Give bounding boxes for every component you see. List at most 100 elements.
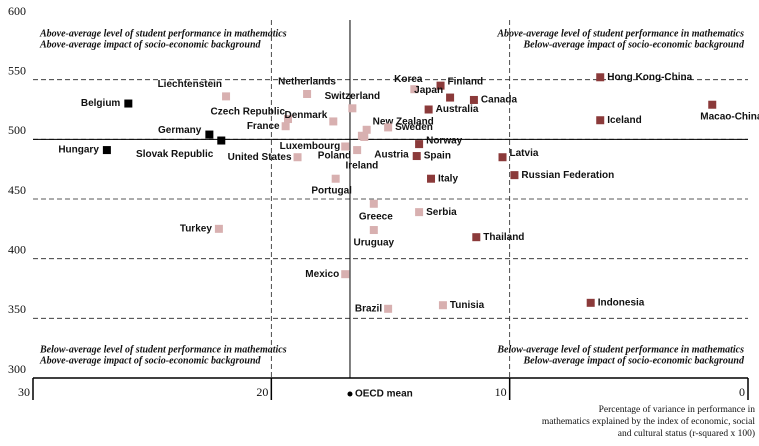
point — [362, 125, 371, 134]
point-label: Canada — [481, 95, 518, 106]
point-label: Tunisia — [450, 300, 485, 311]
point — [596, 116, 605, 125]
point-label: New Zealand — [373, 116, 434, 127]
point-label: Uruguay — [354, 238, 395, 249]
point — [510, 171, 519, 180]
point — [472, 233, 481, 242]
point-label: Turkey — [180, 223, 212, 234]
point-label: Greece — [359, 211, 393, 222]
point — [293, 153, 302, 162]
y-tick-label: 500 — [8, 123, 26, 137]
point — [124, 99, 133, 108]
point-label: Hungary — [58, 145, 99, 156]
point-label: Liechtenstein — [158, 79, 222, 90]
point — [331, 174, 340, 183]
point-label: Norway — [426, 136, 463, 147]
x-tick-label: 0 — [739, 385, 745, 399]
point — [424, 105, 433, 114]
point — [498, 153, 507, 162]
point-label: Austria — [374, 150, 409, 161]
point-label: Korea — [394, 74, 423, 85]
point-label: Japan — [414, 85, 443, 96]
point — [596, 73, 605, 82]
quadrant-note: Below-average impact of socio-economic b… — [522, 355, 745, 366]
x-tick-label: 20 — [256, 385, 268, 399]
point — [446, 93, 455, 102]
quadrant-note: Below-average impact of socio-economic b… — [522, 39, 745, 50]
point-label: Poland — [318, 151, 351, 162]
point — [469, 95, 478, 104]
point — [222, 92, 231, 101]
point — [357, 131, 366, 140]
point-label: Indonesia — [598, 297, 645, 308]
reference-dot — [347, 391, 353, 397]
point — [412, 152, 421, 161]
point — [348, 104, 357, 113]
point-label: Ireland — [346, 160, 379, 171]
quadrant-note: Above-average impact of socio-economic b… — [39, 355, 262, 366]
point — [369, 226, 378, 235]
point — [415, 140, 424, 149]
x-tick-label: 10 — [495, 385, 507, 399]
point-label: Switzerland — [325, 91, 381, 102]
point-label: Macao-China — [700, 111, 759, 122]
quadrant-note: Above-average level of student performan… — [39, 28, 287, 39]
point-label: Portugal — [311, 185, 352, 196]
point — [708, 100, 717, 109]
y-tick-label: 300 — [8, 362, 26, 376]
point — [281, 122, 290, 131]
x-axis-label: mathematics explained by the index of ec… — [542, 416, 756, 427]
point — [384, 123, 393, 132]
point-label: France — [247, 121, 280, 132]
point-label: Hong Kong-China — [607, 72, 692, 83]
y-tick-label: 600 — [8, 4, 26, 18]
point — [415, 208, 424, 217]
y-tick-label: 350 — [8, 302, 26, 316]
quadrant-note: Below-average level of student performan… — [39, 344, 287, 355]
point — [353, 146, 362, 155]
point — [369, 199, 378, 208]
point — [384, 304, 393, 313]
x-tick-label: 30 — [18, 385, 30, 399]
point-label: Luxembourg — [280, 141, 341, 152]
point-label: Australia — [436, 104, 479, 115]
point-label: Slovak Republic — [136, 149, 214, 160]
point-label: Denmark — [284, 110, 327, 121]
point-label: Russian Federation — [521, 170, 614, 181]
point — [427, 174, 436, 183]
point — [214, 224, 223, 233]
point — [341, 270, 350, 279]
point — [341, 142, 350, 151]
point-label: Iceland — [607, 115, 641, 126]
point-label: Italy — [438, 173, 458, 184]
point-label: Belgium — [81, 98, 121, 109]
point-label: Sweden — [395, 122, 433, 133]
quadrant-note: Above-average impact of socio-economic b… — [39, 39, 262, 50]
point — [436, 81, 445, 90]
point — [102, 146, 111, 155]
point — [217, 136, 226, 145]
point — [438, 301, 447, 310]
point-label: Netherlands — [278, 77, 336, 88]
reference-label: OECD mean — [355, 389, 413, 400]
point-label: Serbia — [426, 207, 457, 218]
x-axis-label: Percentage of variance in performance in — [599, 404, 756, 415]
point — [329, 117, 338, 126]
y-tick-label: 450 — [8, 183, 26, 197]
point — [303, 89, 312, 98]
point-label: Thailand — [483, 232, 524, 243]
point-label: Latvia — [510, 148, 539, 159]
y-tick-label: 400 — [8, 242, 26, 256]
quadrant-note: Above-average level of student performan… — [496, 28, 744, 39]
point-label: Mexico — [305, 269, 339, 280]
y-tick-label: 550 — [8, 63, 26, 77]
point-label: Spain — [424, 151, 451, 162]
point-label: Czech Republic — [211, 107, 286, 118]
point-label: United States — [228, 152, 292, 163]
point — [284, 115, 293, 124]
point — [586, 298, 595, 307]
quadrant-note: Below-average level of student performan… — [496, 344, 744, 355]
point-label: Germany — [158, 125, 202, 136]
x-axis-label: and cultural status (r-squared x 100) — [618, 428, 755, 439]
